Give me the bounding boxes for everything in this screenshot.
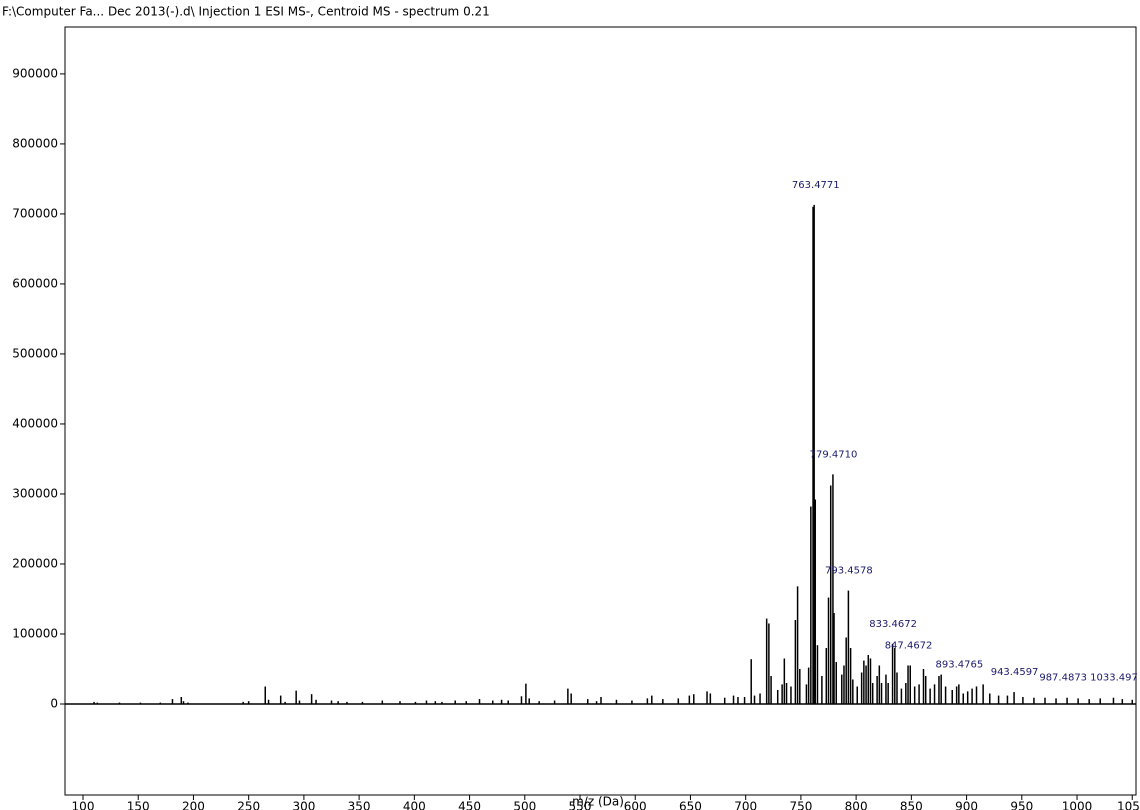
x-tick-label: 350 — [348, 800, 371, 810]
peak-label: 943.4597 — [991, 667, 1039, 678]
x-tick-label: 550 — [569, 800, 592, 810]
peak-label: 763.4771 — [792, 180, 840, 191]
y-tick-label: 300000 — [12, 486, 58, 500]
x-tick-label: 650 — [679, 800, 702, 810]
y-tick-label: 200000 — [12, 556, 58, 570]
y-tick-label: 800000 — [12, 136, 58, 150]
x-tick-label: 150 — [127, 800, 150, 810]
y-tick-label: 700000 — [12, 206, 58, 220]
y-tick-label: 500000 — [12, 346, 58, 360]
x-tick-label: 100 — [72, 800, 95, 810]
y-tick-label: 100000 — [12, 626, 58, 640]
x-tick-label: 850 — [900, 800, 923, 810]
chart-title: F:\Computer Fa... Dec 2013(-).d\ Injecti… — [2, 5, 490, 19]
x-tick-label: 400 — [403, 800, 426, 810]
x-tick-label: 300 — [292, 800, 315, 810]
x-tick-label: 1050 — [1117, 800, 1140, 810]
x-tick-label: 500 — [513, 800, 536, 810]
x-tick-label: 800 — [845, 800, 868, 810]
y-tick-label: 0 — [50, 696, 58, 710]
y-tick-label: 600000 — [12, 276, 58, 290]
peak-label: 793.4578 — [825, 566, 873, 577]
x-tick-label: 200 — [182, 800, 205, 810]
peak-label: 847.4672 — [885, 640, 933, 651]
x-tick-label: 900 — [955, 800, 978, 810]
x-tick-label: 750 — [789, 800, 812, 810]
peak-label: 833.4672 — [869, 619, 917, 630]
peak-label: 987.4873 — [1039, 673, 1087, 684]
x-tick-label: 1000 — [1062, 800, 1093, 810]
peak-label: 1033.497 — [1090, 673, 1138, 684]
x-tick-label: 450 — [458, 800, 481, 810]
x-axis-label: m/z (Da) — [572, 795, 624, 809]
peak-label: 893.4765 — [936, 659, 984, 670]
y-tick-label: 900000 — [12, 66, 58, 80]
x-tick-label: 250 — [237, 800, 260, 810]
x-tick-label: 600 — [624, 800, 647, 810]
y-tick-label: 400000 — [12, 416, 58, 430]
x-tick-label: 700 — [734, 800, 757, 810]
peak-label: 779.4710 — [810, 449, 858, 460]
x-tick-label: 950 — [1010, 800, 1033, 810]
plot-frame — [64, 26, 1137, 796]
